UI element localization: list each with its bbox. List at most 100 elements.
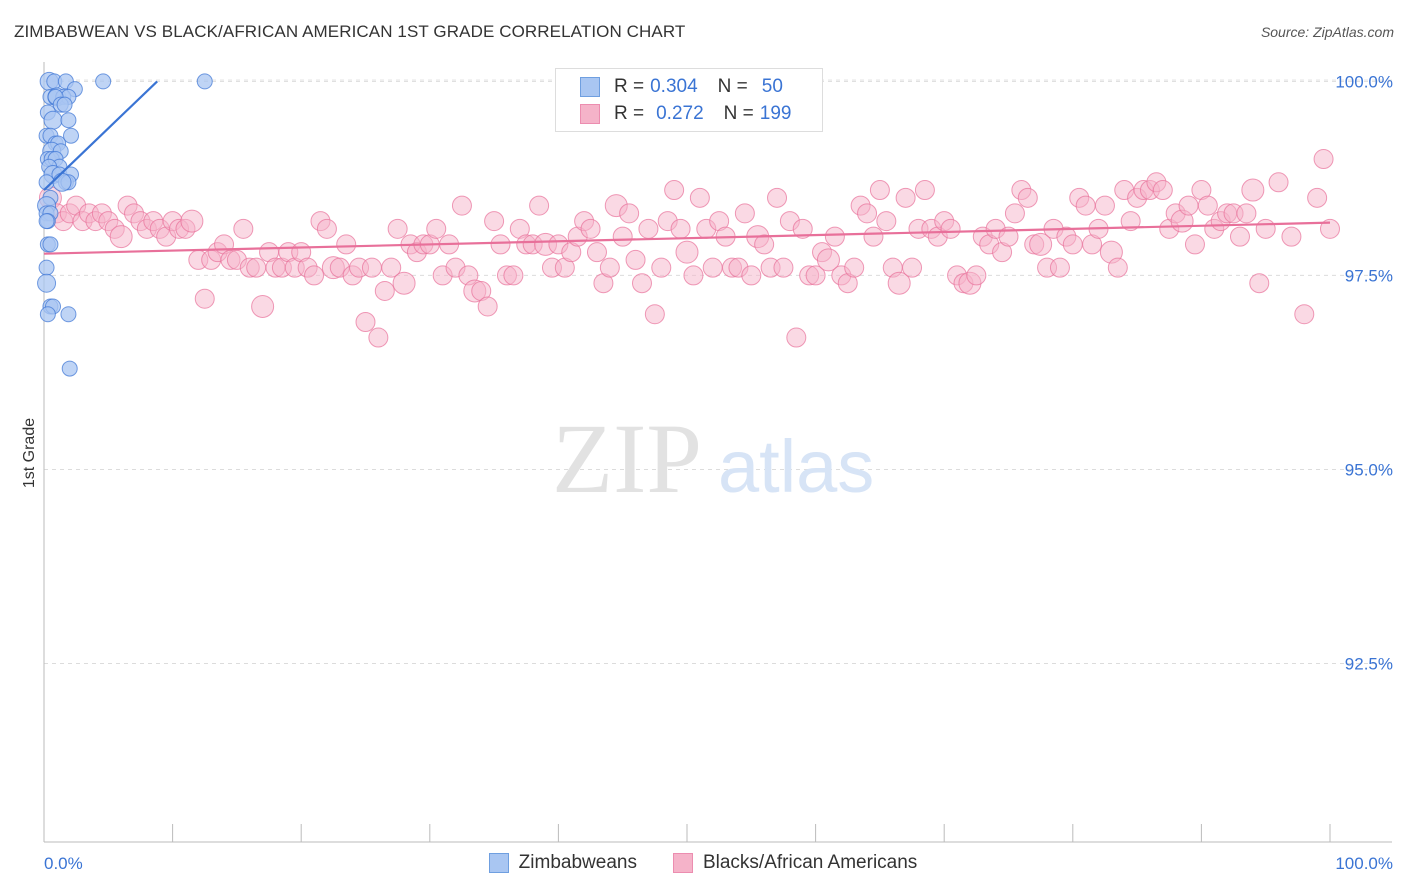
- point-blacks: [336, 234, 357, 255]
- point-blacks: [392, 271, 416, 295]
- point-blacks: [387, 218, 408, 239]
- point-zimbabweans: [60, 112, 77, 129]
- point-blacks: [484, 211, 505, 232]
- point-blacks: [612, 226, 633, 247]
- point-blacks: [1313, 149, 1334, 170]
- point-blacks: [902, 257, 923, 278]
- point-blacks: [844, 257, 865, 278]
- point-zimbabweans: [38, 259, 55, 276]
- legend-row-blacks: R = 0.272 N = 199: [580, 102, 791, 126]
- trend-lines: [43, 80, 1331, 255]
- legend-n-value: 50: [761, 76, 783, 97]
- point-blacks: [644, 304, 665, 325]
- point-blacks: [233, 218, 254, 239]
- point-blacks: [316, 218, 337, 239]
- point-blacks: [1268, 172, 1289, 193]
- point-zimbabweans: [52, 172, 72, 192]
- gridlines: [44, 79, 1392, 664]
- point-blacks: [109, 225, 133, 249]
- legend-r-value: 0.272: [656, 103, 704, 124]
- point-blacks: [580, 218, 601, 239]
- point-blacks: [1017, 187, 1038, 208]
- legend-label-zimbabweans: Zimbabweans: [518, 852, 637, 873]
- point-zimbabweans: [37, 273, 57, 293]
- tick-labels: 100.0% 97.5% 95.0% 92.5% 0.0% 100.0%: [44, 72, 1393, 873]
- point-zimbabweans: [42, 236, 59, 253]
- legend-r-label: R =: [614, 103, 645, 124]
- point-blacks: [1184, 234, 1205, 255]
- legend-r-label: R =: [614, 76, 645, 97]
- point-blacks: [895, 187, 916, 208]
- series-blacks-african-americans: [38, 149, 1340, 348]
- point-blacks: [773, 257, 794, 278]
- point-blacks: [869, 180, 890, 201]
- legend-n-value: 199: [759, 103, 792, 124]
- point-blacks: [1075, 195, 1096, 216]
- point-blacks: [180, 209, 204, 233]
- legend-swatch-pink: [580, 104, 600, 124]
- legend-item-blacks: Blacks/African Americans: [672, 852, 918, 874]
- point-blacks: [1307, 187, 1328, 208]
- point-blacks: [586, 242, 607, 263]
- point-zimbabweans: [61, 360, 78, 377]
- point-blacks: [857, 203, 878, 224]
- point-zimbabweans: [39, 306, 56, 323]
- point-blacks: [1197, 195, 1218, 216]
- point-blacks: [664, 180, 685, 201]
- point-blacks: [1094, 195, 1115, 216]
- point-blacks: [374, 280, 395, 301]
- point-blacks: [1120, 211, 1141, 232]
- point-zimbabweans: [38, 213, 55, 230]
- point-blacks: [651, 257, 672, 278]
- point-blacks: [1255, 218, 1276, 239]
- legend-n-label: N =: [723, 103, 754, 124]
- series-zimbabweans: [37, 71, 213, 377]
- point-zimbabweans: [196, 73, 213, 90]
- legend-item-zimbabweans: Zimbabweans: [488, 852, 637, 874]
- point-blacks: [792, 218, 813, 239]
- point-blacks: [1320, 218, 1340, 239]
- point-blacks: [998, 226, 1019, 247]
- legend-n-label: N =: [717, 76, 748, 97]
- point-blacks: [599, 257, 620, 278]
- x-tick-label-max: 100.0%: [1335, 854, 1393, 873]
- point-blacks: [251, 294, 275, 318]
- point-blacks: [670, 218, 691, 239]
- point-blacks: [368, 327, 389, 348]
- point-blacks: [767, 187, 788, 208]
- point-blacks: [741, 265, 762, 286]
- series-legend: Zimbabweans Blacks/African Americans: [0, 852, 1406, 874]
- point-blacks: [361, 257, 382, 278]
- watermark-atlas: atlas: [718, 425, 874, 508]
- point-blacks: [381, 257, 402, 278]
- chart-title: ZIMBABWEAN VS BLACK/AFRICAN AMERICAN 1ST…: [14, 22, 686, 41]
- legend-row-zimbabweans: R = 0.304 N = 50: [580, 75, 783, 99]
- point-blacks: [702, 257, 723, 278]
- point-blacks: [683, 265, 704, 286]
- legend-label-blacks: Blacks/African Americans: [702, 852, 918, 873]
- point-blacks: [1281, 226, 1302, 247]
- point-blacks: [1107, 257, 1128, 278]
- trend-line-blacks: [43, 221, 1331, 255]
- point-blacks: [490, 234, 511, 255]
- point-zimbabweans: [60, 306, 77, 323]
- stats-legend: R = 0.304 N = 50 R = 0.272 N = 199: [555, 68, 823, 132]
- x-tick-label-min: 0.0%: [44, 854, 83, 873]
- point-blacks: [754, 234, 775, 255]
- point-blacks: [529, 195, 550, 216]
- point-zimbabweans: [56, 96, 73, 113]
- point-blacks: [1004, 203, 1025, 224]
- trend-line-zimbabweans: [43, 80, 158, 191]
- point-blacks: [966, 265, 987, 286]
- point-blacks: [734, 203, 755, 224]
- point-blacks: [876, 211, 897, 232]
- point-blacks: [1049, 257, 1070, 278]
- watermark: ZIP atlas: [552, 403, 874, 514]
- legend-swatch-blue: [580, 77, 600, 97]
- y-tick-label: 92.5%: [1345, 654, 1393, 673]
- y-tick-label: 95.0%: [1345, 460, 1393, 479]
- point-blacks: [638, 218, 659, 239]
- point-blacks: [503, 265, 524, 286]
- y-tick-label: 97.5%: [1345, 266, 1393, 285]
- legend-r-value: 0.304: [650, 76, 698, 97]
